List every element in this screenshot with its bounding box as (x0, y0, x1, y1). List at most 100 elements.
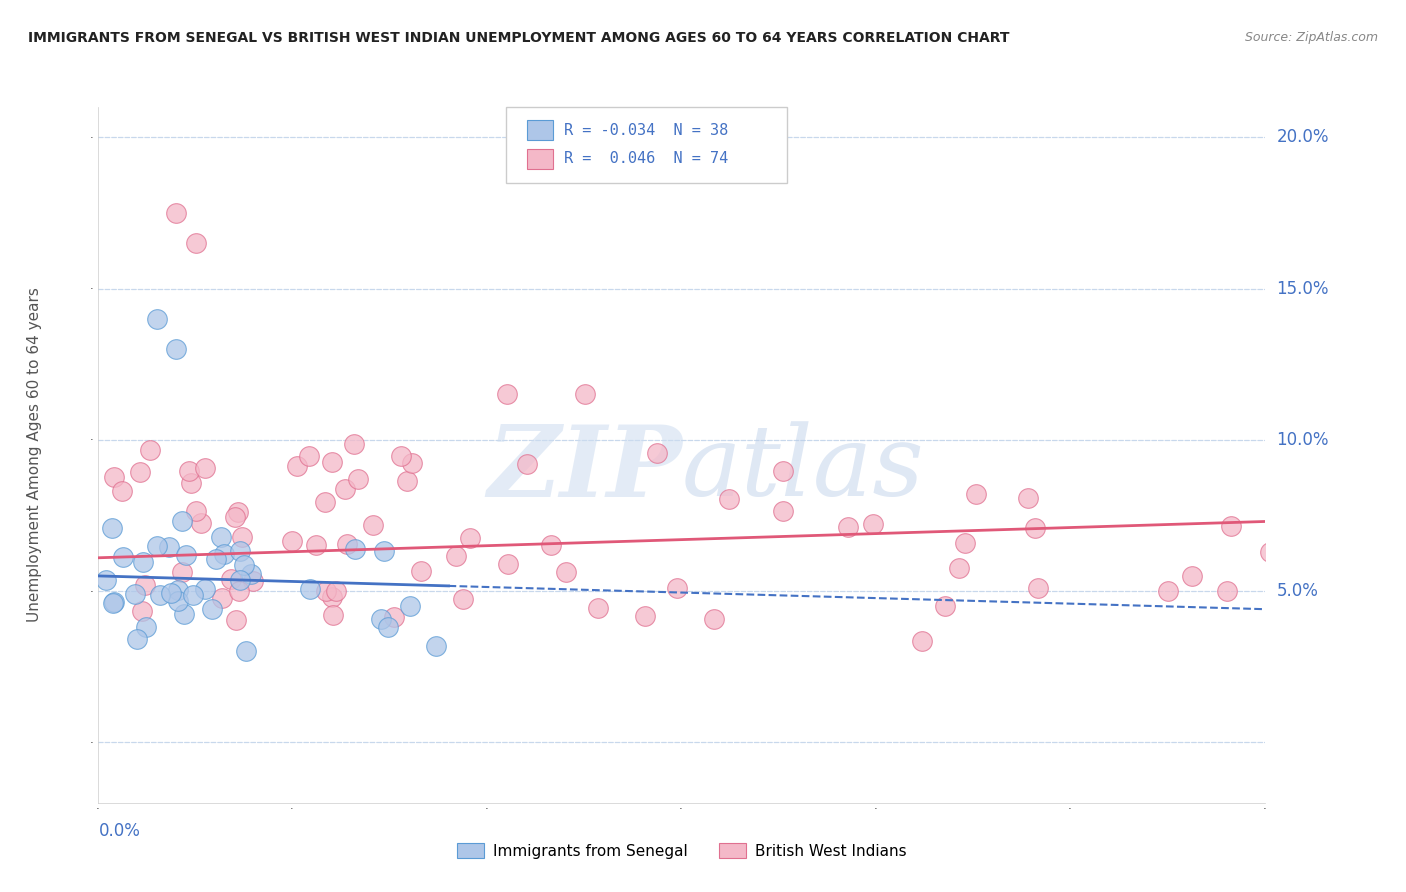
Point (177, 464, 200, 478)
Point (458, 531, 481, 545)
Point (103, 469, 125, 483)
Point (281, 534, 304, 549)
Point (647, 446, 669, 460)
Point (717, 492, 740, 507)
Point (666, 582, 689, 596)
Text: atlas: atlas (682, 421, 925, 516)
Point (225, 613, 247, 627)
Point (103, 595, 125, 609)
Text: ZIP: ZIP (486, 421, 682, 517)
Point (837, 520, 859, 534)
Point (361, 517, 384, 532)
Point (1017, 491, 1039, 505)
Point (101, 521, 124, 535)
Point (321, 591, 343, 605)
Point (226, 505, 249, 519)
Point (129, 465, 152, 479)
Point (167, 582, 190, 597)
Point (1026, 581, 1049, 595)
Point (285, 458, 308, 473)
Point (298, 582, 321, 596)
Point (167, 594, 190, 608)
Point (391, 449, 413, 463)
Point (157, 540, 180, 554)
Point (94, 574, 117, 588)
Point (184, 504, 207, 518)
Point (496, 387, 519, 401)
Point (209, 531, 232, 545)
Point (965, 487, 987, 501)
Point (139, 443, 162, 458)
Point (124, 587, 146, 601)
Point (772, 464, 794, 478)
Text: R =  0.046  N = 74: R = 0.046 N = 74 (564, 152, 728, 166)
Point (190, 516, 212, 530)
Point (322, 608, 344, 623)
Point (232, 558, 254, 573)
Point (377, 620, 399, 634)
Text: Unemployment Among Ages 60 to 64 years: Unemployment Among Ages 60 to 64 years (27, 287, 42, 623)
Point (111, 549, 134, 564)
Point (183, 588, 205, 602)
Point (948, 561, 970, 575)
Point (1157, 584, 1180, 599)
Point (201, 602, 224, 616)
Text: IMMIGRANTS FROM SENEGAL VS BRITISH WEST INDIAN UNEMPLOYMENT AMONG AGES 60 TO 64 : IMMIGRANTS FROM SENEGAL VS BRITISH WEST … (28, 31, 1010, 45)
Point (344, 542, 367, 557)
Point (634, 608, 657, 623)
Point (229, 543, 252, 558)
Point (772, 503, 794, 517)
Point (1258, 545, 1281, 559)
Point (170, 565, 193, 579)
Point (205, 551, 228, 566)
Point (165, 206, 187, 220)
Point (451, 592, 474, 607)
Legend: Immigrants from Senegal, British West Indians: Immigrants from Senegal, British West In… (451, 837, 912, 864)
Point (325, 583, 347, 598)
Point (586, 601, 609, 615)
Point (146, 311, 169, 326)
Point (398, 599, 420, 614)
Point (540, 538, 562, 552)
Point (165, 342, 187, 356)
Point (134, 578, 156, 592)
Point (335, 536, 357, 550)
Point (174, 548, 197, 562)
Text: Source: ZipAtlas.com: Source: ZipAtlas.com (1244, 31, 1378, 45)
Point (346, 472, 368, 486)
Point (1181, 569, 1204, 583)
Point (396, 475, 419, 489)
Point (333, 482, 356, 496)
Point (194, 461, 217, 475)
Point (702, 612, 724, 626)
Point (911, 634, 934, 648)
Text: R = -0.034  N = 38: R = -0.034 N = 38 (564, 123, 728, 137)
Point (314, 494, 336, 508)
Point (111, 483, 134, 498)
Point (444, 549, 467, 563)
Text: 20.0%: 20.0% (1277, 128, 1329, 146)
Point (411, 564, 433, 578)
Point (135, 620, 157, 634)
Point (224, 510, 246, 524)
Point (180, 476, 202, 491)
Point (934, 599, 956, 613)
Text: 15.0%: 15.0% (1277, 279, 1329, 298)
Point (212, 547, 235, 561)
Point (953, 536, 976, 550)
Point (574, 387, 596, 401)
Point (160, 586, 183, 600)
Point (425, 639, 447, 653)
Point (373, 544, 395, 558)
Point (149, 588, 172, 602)
Point (194, 582, 217, 596)
Text: 0.0%: 0.0% (98, 822, 141, 840)
Point (211, 591, 233, 605)
Point (305, 538, 328, 552)
Point (298, 450, 321, 464)
Point (239, 566, 262, 581)
Text: 10.0%: 10.0% (1277, 431, 1329, 449)
Point (343, 437, 366, 451)
Point (173, 607, 195, 621)
Text: 5.0%: 5.0% (1277, 582, 1319, 600)
